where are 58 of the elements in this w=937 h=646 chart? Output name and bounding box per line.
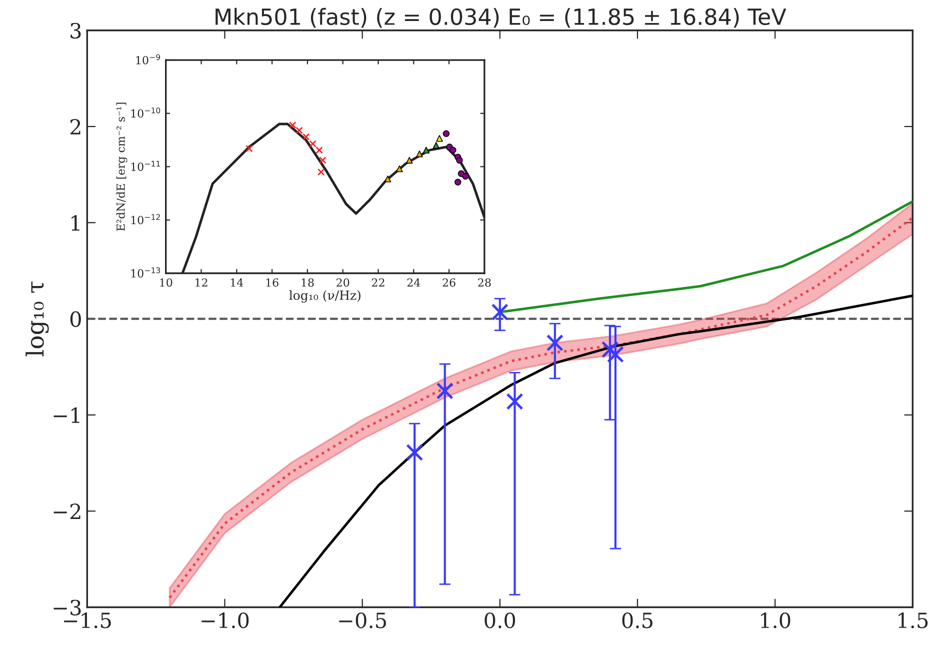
- y-tick-label: 10$^{−12}$: [131, 214, 160, 224]
- y-tick-label: 1: [72, 215, 80, 231]
- x-tick-label: 0.5: [622, 612, 652, 628]
- point: [450, 146, 456, 154]
- x-tick-label: 18: [302, 278, 314, 287]
- point: [396, 165, 403, 172]
- x-tick-label: 14: [230, 278, 244, 287]
- x-tick-label: 12: [196, 278, 208, 287]
- point: [436, 135, 443, 142]
- point: [442, 130, 450, 137]
- chart-title: Mkn501 (fast) (z = 0.034) E₀ = (11.85 ± 16.84) TeV: [216, 8, 786, 28]
- x-tick-label: 10: [160, 278, 172, 287]
- y-tick-label: 0: [70, 311, 81, 328]
- point: [302, 133, 310, 140]
- point: [319, 156, 326, 164]
- point: [546, 334, 564, 352]
- y-tick-label: −2: [54, 504, 80, 520]
- point: [416, 150, 423, 158]
- point: [506, 392, 524, 410]
- x-tick-label: 26: [442, 278, 456, 287]
- point: [432, 142, 440, 149]
- point: [246, 144, 253, 152]
- x-tick-label: 22: [372, 278, 384, 287]
- point: [462, 172, 469, 180]
- x-tick-label: −1.0: [202, 612, 249, 628]
- x-tick-label: 28: [478, 278, 491, 287]
- y-tick-label: −1: [54, 407, 80, 423]
- x-tick-label: 1.5: [898, 612, 928, 628]
- point: [422, 146, 430, 154]
- x-tick-label: −0.5: [339, 612, 386, 628]
- point: [406, 156, 413, 164]
- y-tick-label: 10$^{−13}$: [131, 267, 160, 278]
- x-tick-label: 24: [407, 278, 420, 287]
- point: [309, 140, 316, 148]
- y-axis-title: log₁₀ τ: [26, 282, 49, 356]
- point: [436, 382, 454, 400]
- y-tick-label: 2: [70, 118, 80, 134]
- point: [316, 146, 323, 154]
- x-tick-label: 1.0: [761, 612, 790, 628]
- y-tick-label: 10$^{−9}$: [136, 54, 160, 64]
- point: [384, 176, 392, 182]
- point: [606, 346, 624, 363]
- point: [454, 178, 462, 186]
- y-axis-title: E²dN/dE [erg cm⁻² s⁻¹]: [116, 102, 128, 231]
- x-axis-title: log₁₀ (ν/Hz): [289, 290, 360, 303]
- y-tick-label: 10$^{−11}$: [131, 160, 160, 171]
- point: [288, 121, 296, 129]
- point: [406, 444, 424, 461]
- point: [317, 168, 325, 176]
- point: [456, 156, 463, 164]
- x-tick-label: 0.0: [484, 612, 516, 628]
- x-tick-label: 20: [336, 278, 350, 287]
- point: [601, 341, 618, 358]
- point: [296, 126, 303, 134]
- point: [491, 304, 508, 321]
- y-tick-label: 3: [70, 22, 81, 39]
- x-tick-label: 16: [266, 278, 278, 287]
- y-tick-label: 10$^{−10}$: [131, 107, 160, 118]
